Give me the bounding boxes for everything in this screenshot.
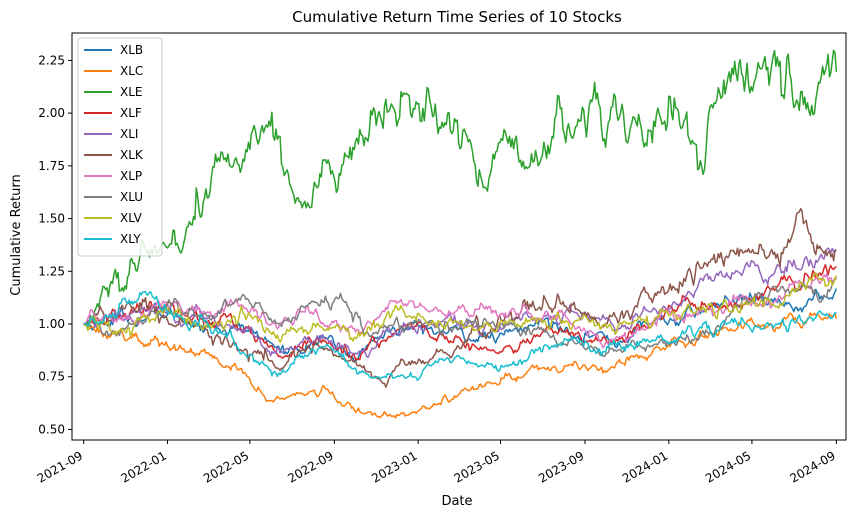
legend-label-xlc: XLC	[120, 64, 143, 78]
y-axis-label: Cumulative Return	[9, 174, 24, 295]
y-tick-label: 1.75	[38, 159, 65, 173]
y-tick-label: 1.00	[38, 317, 65, 331]
legend: XLB XLC XLE XLF XLI XLK XLP XLU XLV XLY	[77, 37, 163, 257]
y-tick-label: 0.50	[38, 422, 65, 436]
legend-label-xlk: XLK	[120, 148, 144, 162]
chart-title: Cumulative Return Time Series of 10 Stoc…	[292, 8, 622, 26]
plot-area	[83, 49, 838, 419]
axes-frame	[71, 32, 847, 441]
legend-label-xlu: XLU	[120, 190, 143, 204]
series-line-xlf	[83, 264, 837, 361]
series-line-xle	[83, 49, 838, 327]
legend-label-xlb: XLB	[120, 43, 143, 57]
legend-label-xlv: XLV	[120, 211, 143, 225]
legend-label-xlf: XLF	[120, 106, 142, 120]
legend-label-xle: XLE	[120, 85, 143, 99]
y-tick-label: 0.75	[38, 370, 65, 384]
series-line-xly	[83, 290, 837, 381]
y-tick-label: 2.25	[38, 53, 65, 67]
legend-label-xlp: XLP	[120, 169, 142, 183]
y-tick-label: 1.50	[38, 212, 65, 226]
legend-label-xli: XLI	[120, 127, 138, 141]
y-tick-label: 2.00	[38, 106, 65, 120]
x-axis-label: Date	[441, 494, 472, 509]
series-line-xlk	[83, 207, 837, 388]
y-tick-label: 1.25	[38, 264, 65, 278]
series-line-xlp	[83, 272, 837, 349]
legend-label-xly: XLY	[120, 232, 141, 246]
